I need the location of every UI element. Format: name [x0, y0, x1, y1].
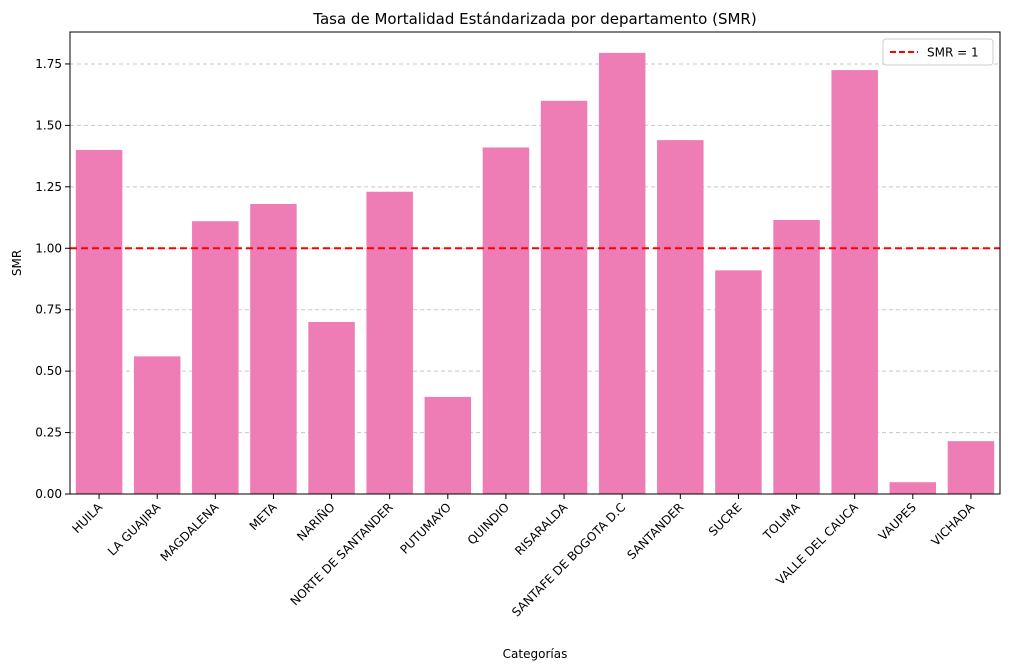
bar [308, 321, 355, 494]
y-tick-label: 0.50 [35, 364, 62, 378]
bar [889, 482, 937, 494]
bar [947, 441, 995, 494]
y-tick-label: 1.00 [35, 241, 62, 255]
y-tick-label: 1.25 [35, 180, 62, 194]
y-axis-label: SMR [10, 250, 24, 276]
bar [250, 204, 297, 494]
bar [598, 52, 646, 494]
x-tick-label: SANTAFE DE BOGOTA D.C [509, 500, 628, 619]
x-tick-label: SUCRE [706, 500, 745, 539]
bar [366, 191, 413, 494]
bar [192, 221, 239, 495]
bar [482, 147, 530, 494]
y-tick-label: 1.75 [35, 57, 62, 71]
plot-frame [69, 31, 1001, 495]
y-axis: 0.00 0.25 0.50 0.75 1.00 1.25 1.50 1.75 [35, 57, 70, 501]
x-tick-label: MAGDALENA [158, 500, 222, 564]
chart-title: Tasa de Mortalidad Estándarizada por dep… [312, 10, 756, 28]
bars [75, 52, 995, 495]
x-tick-label: VICHADA [929, 500, 978, 549]
x-tick-label: META [247, 500, 280, 533]
legend: SMR = 1 [882, 38, 994, 66]
bar [133, 356, 181, 494]
x-tick-label: HUILA [69, 500, 105, 536]
x-axis-label: Categorías [503, 647, 568, 661]
bar [831, 70, 878, 494]
bar [657, 140, 704, 494]
x-tick-label: QUINDIO [465, 500, 512, 547]
x-tick-label: TOLIMA [760, 500, 803, 543]
legend-box [882, 38, 994, 66]
bar [75, 149, 123, 494]
bar [773, 219, 820, 494]
bar [540, 100, 588, 495]
legend-label: SMR = 1 [927, 46, 979, 60]
x-tick-label: NORTE DE SANTANDER [288, 500, 396, 608]
y-tick-label: 0.00 [35, 487, 62, 501]
bar [715, 270, 762, 494]
y-tick-label: 0.25 [35, 426, 62, 440]
x-tick-label: PUTUMAYO [397, 500, 453, 556]
x-tick-label: LA GUAJIRA [105, 500, 164, 559]
x-tick-label: NARIÑO [294, 500, 338, 544]
x-tick-label: SANTANDER [624, 500, 686, 562]
bar [424, 396, 472, 494]
x-tick-label: RISARALDA [512, 500, 570, 558]
y-tick-label: 0.75 [35, 303, 62, 317]
y-tick-label: 1.50 [35, 118, 62, 132]
x-tick-label: VAUPES [876, 500, 919, 543]
